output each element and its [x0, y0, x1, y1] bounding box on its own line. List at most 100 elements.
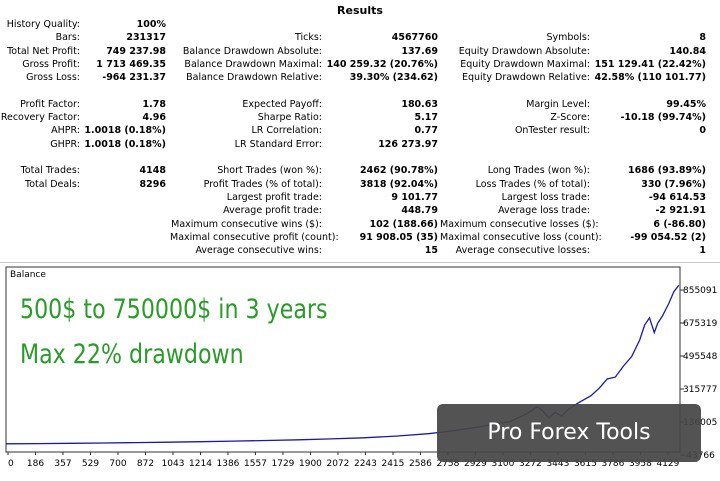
stat-label: LR Correlation:	[251, 125, 323, 137]
stat-label: Equity Drawdown Relative:	[461, 72, 590, 84]
stat-value: 3818 (92.04%)	[360, 178, 438, 190]
x-tick-label: 3615	[574, 459, 597, 469]
stat-label: Maximum consecutive losses ($):	[440, 218, 599, 230]
stat-value: 330 (7.96%)	[641, 178, 706, 190]
overlay-drawdown-text: Max 22% drawdown	[20, 339, 244, 370]
stat-label: AHPR:	[51, 125, 80, 137]
stat-value: 1.78	[142, 98, 166, 110]
x-tick-label: 1729	[272, 459, 295, 469]
x-tick-label: 3100	[491, 459, 514, 469]
stat-value: 0	[699, 125, 706, 137]
stat-label: Profit Factor:	[20, 98, 80, 110]
stat-value: 1686 (93.89%)	[628, 165, 706, 177]
x-tick-label: 2586	[409, 459, 432, 469]
x-tick-label: 872	[137, 459, 154, 469]
x-tick-label: 357	[54, 459, 71, 469]
results-title: Results	[337, 4, 383, 17]
stat-label: Long Trades (won %):	[487, 165, 590, 177]
x-tick-label: 2415	[381, 459, 404, 469]
stat-label: Bars:	[55, 32, 80, 44]
stat-value: -964 231.37	[102, 72, 166, 84]
stat-value: -99 054.52 (2)	[630, 231, 706, 243]
stat-value: 1	[699, 245, 706, 257]
stat-value: 15	[424, 245, 438, 257]
stat-value: 8296	[139, 178, 166, 190]
results-panel: Results History Quality: 100% Bars: 231317 T…	[0, 4, 706, 257]
stat-label: Balance Drawdown Maximal:	[184, 58, 322, 70]
stat-label: Total Trades:	[20, 165, 80, 177]
stat-label: Margin Level:	[526, 98, 590, 110]
stat-label: Equity Drawdown Absolute:	[458, 45, 590, 57]
stat-value: 1 713 469.35	[96, 58, 166, 70]
y-tick-label: 495548	[683, 352, 718, 362]
y-tick-label: 855091	[683, 286, 717, 296]
x-tick-label: 1386	[217, 459, 240, 469]
x-tick-label: 1557	[244, 459, 267, 469]
stat-value: 6 (-86.80)	[653, 218, 706, 230]
x-tick-label: 3272	[519, 459, 542, 469]
stat-value: 4.96	[142, 112, 166, 124]
x-tick-label: 2758	[436, 459, 459, 469]
stat-label: Gross Profit:	[22, 58, 80, 70]
stat-value: 8	[699, 32, 706, 44]
stat-value: 231317	[126, 32, 166, 44]
stat-value: 5.17	[414, 112, 438, 124]
stat-value: 140.84	[669, 45, 706, 57]
x-tick-label: 1043	[162, 459, 185, 469]
stat-value: 4567760	[391, 32, 438, 44]
x-tick-label: 529	[82, 459, 99, 469]
stat-label: Total Deals:	[25, 178, 80, 190]
stat-value: 39.30% (234.62)	[349, 72, 438, 84]
stat-value: 126 273.97	[378, 138, 438, 150]
stat-label: Z-Score:	[550, 112, 590, 124]
stat-label: Maximum consecutive wins ($):	[171, 218, 322, 230]
x-tick-label: 0	[8, 459, 14, 469]
stat-label: Largest loss trade:	[501, 191, 590, 203]
stat-value: 42.58% (110 101.77)	[594, 72, 706, 84]
stat-label: Recovery Factor:	[0, 112, 80, 124]
y-tick-label: 675319	[683, 319, 718, 329]
chart-title: Balance	[10, 270, 46, 280]
stat-value: 140 259.32 (20.76%)	[326, 58, 438, 70]
overlay-headline: 500$ to 750000$ in 3 years	[20, 294, 328, 325]
stat-value: 137.69	[401, 45, 438, 57]
stat-value: 749 237.98	[106, 45, 166, 57]
stat-label: Maximal consecutive loss (count):	[440, 231, 602, 243]
x-tick-label: 1214	[189, 459, 212, 469]
stat-label: Equity Drawdown Maximal:	[460, 58, 590, 70]
stat-value: 0.77	[414, 125, 438, 137]
stat-value: 180.63	[401, 98, 438, 110]
x-tick-label: 1900	[299, 459, 322, 469]
x-tick-label: 2929	[464, 459, 487, 469]
stat-value: 9 101.77	[391, 191, 438, 203]
stat-value: 1.0018 (0.18%)	[84, 125, 166, 137]
x-tick-label: 3958	[629, 459, 652, 469]
stat-label: Average loss trade:	[498, 205, 590, 217]
y-tick-label: 315777	[683, 385, 717, 395]
x-tick-label: 3786	[601, 459, 624, 469]
x-tick-label: 3443	[546, 459, 569, 469]
stat-label: LR Standard Error:	[234, 138, 322, 150]
x-tick-label: 4129	[656, 459, 679, 469]
stat-value: 2462 (90.78%)	[360, 165, 438, 177]
stat-label: Sharpe Ratio:	[257, 112, 322, 124]
stat-value: -2 921.91	[655, 205, 706, 217]
stat-label: Gross Loss:	[26, 72, 80, 84]
stat-label: Profit Trades (% of total):	[203, 178, 322, 190]
stat-label: Ticks:	[294, 32, 322, 44]
stat-label: Average consecutive wins:	[195, 245, 322, 257]
stat-value: -10.18 (99.74%)	[620, 112, 706, 124]
balance-chart-panel: Balance855091675319495548315777136005-43…	[0, 262, 720, 481]
stat-value: 448.79	[401, 205, 438, 217]
stat-label: History Quality:	[6, 19, 80, 30]
stat-label: Loss Trades (% of total):	[475, 178, 590, 190]
x-tick-label: 2072	[326, 459, 349, 469]
stat-label: Balance Drawdown Absolute:	[182, 45, 322, 57]
pro-forex-tools-banner: Pro Forex Tools	[437, 404, 701, 462]
stat-label: Symbols:	[546, 32, 590, 44]
stat-label: GHPR:	[50, 138, 80, 150]
stat-value: 100%	[136, 19, 166, 30]
stat-value: 4148	[139, 165, 166, 177]
stat-label: Balance Drawdown Relative:	[186, 72, 322, 84]
stat-label: OnTester result:	[514, 125, 590, 137]
